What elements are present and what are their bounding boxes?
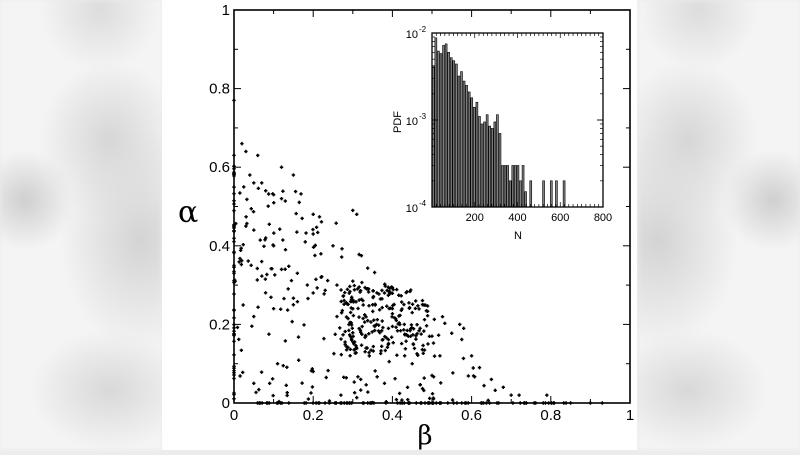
main-tick-labels: 0 0.2 0.4 0.6 0.8 100.20.40.60.81 xyxy=(209,2,634,424)
histogram-bar xyxy=(473,106,476,208)
histogram-bar xyxy=(452,60,456,208)
histogram-bar xyxy=(562,180,566,208)
histogram-bar xyxy=(493,121,497,208)
histogram-bar xyxy=(457,75,461,208)
figure-panel: 0 0.2 0.4 0.6 0.8 1 0 0.2 0.4 0.6 0.8 1 α β 200 400 6… xyxy=(162,0,637,451)
histogram-bar xyxy=(437,50,440,208)
inset-y-tick-label: 10 xyxy=(406,203,418,215)
inset-y-tick-label: 10 xyxy=(406,29,418,41)
inset-y-tick-label: 10 xyxy=(406,116,418,128)
x-axis-label: β xyxy=(417,421,432,450)
histogram-bar xyxy=(516,165,520,208)
histogram-bar xyxy=(455,63,458,208)
histogram-bar xyxy=(478,116,481,208)
x-tick-label: 0.6 xyxy=(461,407,482,424)
histogram-bar xyxy=(542,180,545,208)
histogram-bar xyxy=(449,57,453,208)
histogram-bar xyxy=(475,101,479,208)
x-tick-label: 0.4 xyxy=(382,407,403,424)
histogram-bar xyxy=(434,37,438,208)
blurred-background-right xyxy=(638,0,800,450)
histogram-bar xyxy=(447,52,450,208)
x-tick-label: 0 xyxy=(230,407,238,424)
y-tick-label: 0 xyxy=(222,395,230,412)
histogram-bar xyxy=(480,123,484,208)
histogram-bar xyxy=(521,165,525,208)
histogram-bar xyxy=(470,97,474,208)
inset-y-tick-exponent: -4 xyxy=(419,199,427,208)
histogram-bar xyxy=(490,128,494,208)
inset-y-tick-exponent: -2 xyxy=(419,25,427,34)
inset-x-axis-label: N xyxy=(514,230,522,242)
histogram-bar xyxy=(511,165,515,208)
histogram-bar xyxy=(462,80,466,208)
y-tick-label: 0.8 xyxy=(209,81,230,98)
histogram-bars xyxy=(431,37,566,208)
y-tick-label: 0.2 xyxy=(209,316,230,333)
inset-x-tick-label: 800 xyxy=(594,212,612,224)
x-tick-label: 1 xyxy=(626,407,634,424)
scatter-figure: 0 0.2 0.4 0.6 0.8 100.20.40.60.81 α β 200 400 6… xyxy=(178,2,634,451)
inset-x-tick-label: 200 xyxy=(466,212,484,224)
histogram-bar xyxy=(465,85,468,208)
histogram-bar xyxy=(488,125,491,208)
histogram-bar xyxy=(503,165,507,208)
histogram-bar xyxy=(467,91,471,208)
main-axes xyxy=(233,9,631,404)
histogram-bar xyxy=(549,180,553,208)
histogram-bar xyxy=(501,165,504,208)
histogram-bar xyxy=(506,165,509,208)
histogram-bar xyxy=(439,53,443,208)
blurred-background-left xyxy=(0,0,162,450)
histogram-bar xyxy=(498,133,502,208)
histogram-bar xyxy=(485,114,489,208)
inset-x-tick-label: 600 xyxy=(551,212,569,224)
inset-y-tick-exponent: -3 xyxy=(419,112,427,121)
histogram-bar xyxy=(460,71,463,208)
histogram-bar xyxy=(519,180,522,208)
inset-x-tick-label: 400 xyxy=(508,212,526,224)
histogram-bar xyxy=(442,45,445,208)
y-tick-label: 0.6 xyxy=(209,159,230,176)
y-tick-label: 0.4 xyxy=(209,238,230,255)
y-tick-label: 1 xyxy=(222,2,230,19)
histogram-bar xyxy=(508,180,512,208)
inset-y-axis-label: PDF xyxy=(392,111,404,133)
histogram-bar xyxy=(555,180,558,208)
inset-axes xyxy=(431,32,604,208)
x-tick-label: 0.8 xyxy=(540,407,561,424)
x-tick-label: 0.2 xyxy=(303,407,324,424)
y-axis-label: α xyxy=(178,195,198,230)
histogram-bar xyxy=(529,180,533,208)
histogram-bar xyxy=(483,121,486,208)
histogram-bar xyxy=(444,43,448,208)
histogram-bar xyxy=(496,114,499,208)
histogram-bar xyxy=(514,165,517,208)
